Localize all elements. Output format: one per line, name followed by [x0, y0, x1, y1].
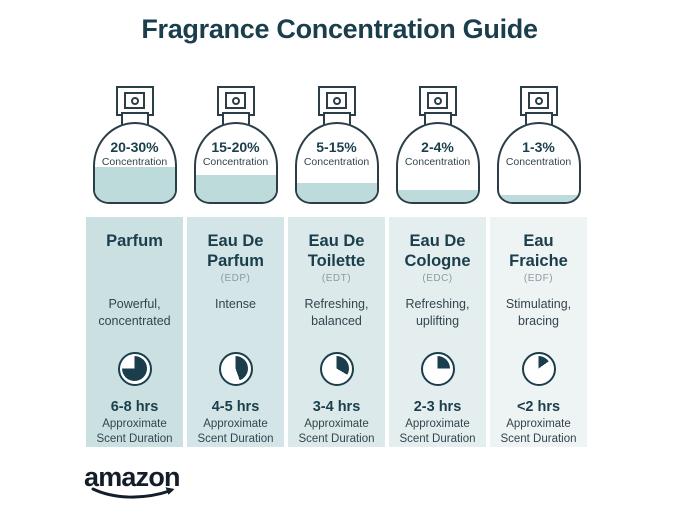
fragrance-abbr: (EDP)	[220, 273, 251, 284]
fragrance-abbr: (EDC)	[422, 273, 453, 284]
spray-nozzle-icon	[528, 92, 549, 109]
fragrance-description: Powerful, concentrated	[98, 297, 171, 329]
bottle-eau-de-parfum: 15-20% Concentration	[187, 83, 284, 204]
duration-clock-icon	[117, 351, 152, 386]
info-columns: Parfum Powerful, concentrated 6-8 hrs Ap…	[86, 217, 587, 447]
duration-label: Approximate Scent Duration	[399, 418, 476, 445]
fragrance-description: Stimulating, bracing	[505, 297, 572, 329]
duration-value: 2-3 hrs	[413, 399, 462, 415]
duration-value: <2 hrs	[516, 399, 561, 415]
duration-clock-icon	[319, 351, 354, 386]
fragrance-description: Intense	[214, 297, 256, 312]
spray-nozzle-icon	[225, 92, 246, 109]
duration-label: Approximate Scent Duration	[500, 418, 577, 445]
liquid-fill	[498, 194, 579, 202]
spray-nozzle-icon	[124, 92, 145, 109]
liquid-fill	[296, 182, 377, 202]
concentration-label: Concentration	[303, 156, 370, 168]
concentration-value: 20-30%	[110, 139, 159, 155]
duration-clock-icon	[521, 351, 556, 386]
spray-nozzle-icon	[326, 92, 347, 109]
concentration-value: 2-4%	[421, 139, 454, 155]
fragrance-name: Eau Fraiche	[509, 232, 568, 270]
fragrance-abbr: (EDT)	[321, 273, 352, 284]
fragrance-description: Refreshing, balanced	[304, 297, 369, 329]
duration-label: Approximate Scent Duration	[96, 418, 173, 445]
amazon-logo: amazon	[84, 462, 183, 502]
fragrance-description: Refreshing, uplifting	[405, 297, 470, 329]
concentration-value: 1-3%	[522, 139, 555, 155]
bottle-eau-fraiche: 1-3% Concentration	[490, 83, 587, 204]
amazon-logo-text: amazon	[84, 462, 181, 492]
spray-cap-icon	[216, 86, 255, 116]
bottle-body: 15-20% Concentration	[193, 122, 278, 204]
bottle-eau-de-cologne: 2-4% Concentration	[389, 83, 486, 204]
spray-cap-icon	[115, 86, 154, 116]
bottle-body: 20-30% Concentration	[92, 122, 177, 204]
duration-clock-icon	[218, 351, 253, 386]
page-title: Fragrance Concentration Guide	[141, 14, 538, 44]
spray-nozzle-icon	[427, 92, 448, 109]
fragrance-name: Eau De Cologne	[404, 232, 471, 270]
bottle-parfum: 20-30% Concentration	[86, 83, 183, 204]
duration-value: 3-4 hrs	[312, 399, 361, 415]
concentration-value: 15-20%	[211, 139, 260, 155]
liquid-fill	[397, 189, 478, 202]
bottle-body: 1-3% Concentration	[496, 122, 581, 204]
concentration-label: Concentration	[505, 156, 572, 168]
spray-cap-icon	[317, 86, 356, 116]
column-eau-fraiche: Eau Fraiche (EDF) Stimulating, bracing <…	[490, 217, 587, 447]
bottle-row: 20-30% Concentration 15-20% Concentratio…	[86, 83, 587, 204]
duration-value: 4-5 hrs	[211, 399, 260, 415]
duration-value: 6-8 hrs	[110, 399, 159, 415]
concentration-label: Concentration	[404, 156, 471, 168]
column-eau-de-cologne: Eau De Cologne (EDC) Refreshing, uplifti…	[389, 217, 486, 447]
liquid-fill	[94, 166, 175, 202]
concentration-label: Concentration	[101, 156, 168, 168]
bottle-eau-de-toilette: 5-15% Concentration	[288, 83, 385, 204]
duration-label: Approximate Scent Duration	[197, 418, 274, 445]
fragrance-name: Eau De Toilette	[307, 232, 366, 270]
concentration-label: Concentration	[202, 156, 269, 168]
column-eau-de-toilette: Eau De Toilette (EDT) Refreshing, balanc…	[288, 217, 385, 447]
concentration-value: 5-15%	[316, 139, 357, 155]
liquid-fill	[195, 175, 276, 202]
fragrance-abbr: (EDF)	[523, 273, 554, 284]
column-parfum: Parfum Powerful, concentrated 6-8 hrs Ap…	[86, 217, 183, 447]
duration-label: Approximate Scent Duration	[298, 418, 375, 445]
fragrance-name: Parfum	[106, 232, 163, 250]
bottle-body: 2-4% Concentration	[395, 122, 480, 204]
column-eau-de-parfum: Eau De Parfum (EDP) Intense 4-5 hrs Appr…	[187, 217, 284, 447]
fragrance-name: Eau De Parfum	[207, 232, 264, 270]
amazon-smile-icon	[91, 487, 175, 499]
bottle-body: 5-15% Concentration	[294, 122, 379, 204]
duration-clock-icon	[420, 351, 455, 386]
